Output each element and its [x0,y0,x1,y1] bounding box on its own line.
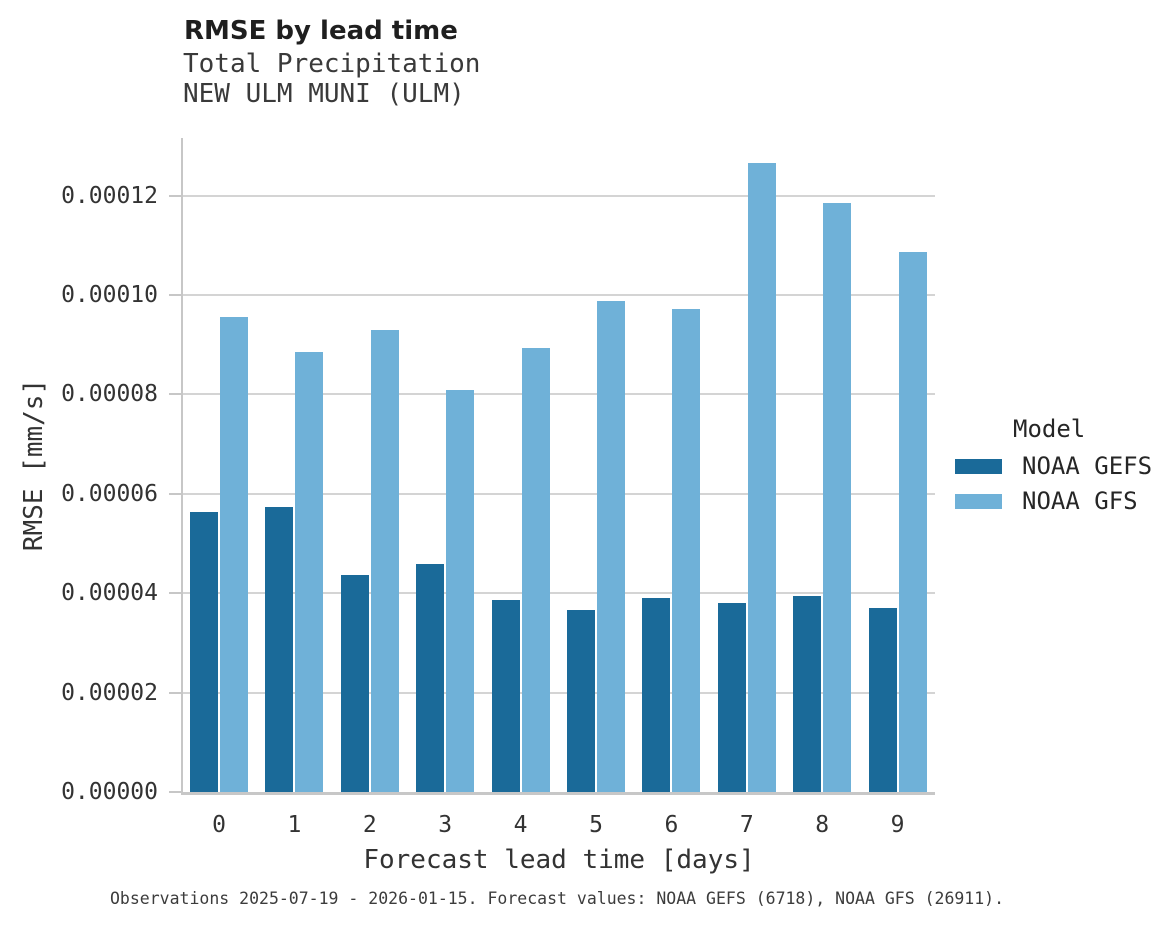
plot-area [169,138,935,795]
legend-label-noaa-gfs: NOAA GFS [1022,487,1138,515]
legend-item-noaa-gefs: NOAA GEFS [955,452,1175,480]
bar-noaa-gfs-lead-0 [220,317,248,792]
y-gridline-0.00006 [183,492,935,495]
y-tick-label-0.00004: 0.00004 [61,580,158,607]
x-tick-label-2: 2 [362,812,377,838]
bar-noaa-gfs-lead-2 [370,329,399,792]
x-tick-label-7: 7 [739,812,754,838]
y-axis-spine [181,138,183,795]
chart-subtitle-block: Total Precipitation NEW ULM MUNI (ULM) [183,49,480,109]
legend-swatch-noaa-gfs [955,493,1002,509]
legend-swatch-noaa-gefs [955,458,1002,474]
y-tick-label-0.00010: 0.00010 [61,282,158,309]
x-tick-label-3: 3 [438,812,453,838]
y-gridline-0.00004 [183,592,935,595]
x-tick-label-9: 9 [890,812,905,838]
y-gridline-0.00012 [183,194,935,197]
bar-noaa-gfs-lead-7 [747,162,776,792]
y-tick-mark-0.00000 [169,791,181,793]
y-tick-mark-0.00002 [169,691,181,694]
x-tick-label-5: 5 [589,812,603,838]
bar-noaa-gefs-lead-9 [868,607,897,792]
y-gridline-0.00008 [183,393,935,396]
chart-subtitle-station: NEW ULM MUNI (ULM) [183,79,465,109]
bar-noaa-gfs-lead-5 [597,300,625,792]
y-tick-label-0.00000: 0.00000 [61,779,158,805]
bar-noaa-gfs-lead-6 [672,309,701,792]
legend-item-noaa-gfs: NOAA GFS [955,487,1175,515]
y-tick-mark-0.00012 [169,194,181,197]
x-tick-label-0: 0 [212,812,226,838]
y-tick-label-0.00008: 0.00008 [61,381,158,408]
chart-title: RMSE by lead time [184,16,458,46]
x-tick-label-8: 8 [815,812,830,838]
bar-noaa-gfs-lead-8 [823,202,852,792]
y-gridline-0.00010 [183,294,935,297]
bar-noaa-gefs-lead-5 [567,610,595,792]
y-tick-label-0.00012: 0.00012 [61,182,158,209]
bar-noaa-gfs-lead-1 [295,351,324,792]
bar-noaa-gfs-lead-3 [446,389,475,792]
y-tick-mark-0.00010 [169,294,181,297]
legend-title: Model [1013,415,1086,443]
y-tick-mark-0.00008 [169,393,181,396]
bar-noaa-gfs-lead-4 [521,348,550,792]
x-tick-label-4: 4 [513,812,528,838]
x-tick-label-1: 1 [287,812,302,838]
chart-subtitle-variable: Total Precipitation [183,49,481,79]
bar-noaa-gefs-lead-3 [416,563,445,792]
bar-noaa-gefs-lead-4 [491,600,520,792]
y-tick-mark-0.00004 [169,592,181,595]
x-axis-label: Forecast lead time [days] [363,845,755,875]
x-tick-label-6: 6 [664,812,679,838]
y-tick-label-0.00002: 0.00002 [61,679,158,706]
x-axis-spine [181,792,935,795]
legend: Model NOAA GEFS NOAA GFS [955,414,1175,515]
chart-caption: Observations 2025-07-19 - 2026-01-15. Fo… [110,889,1005,908]
legend-label-noaa-gefs: NOAA GEFS [1022,452,1153,480]
bar-noaa-gefs-lead-2 [340,574,369,792]
y-tick-mark-0.00006 [169,492,181,495]
bar-noaa-gefs-lead-8 [793,595,822,792]
bar-noaa-gefs-lead-6 [642,598,671,792]
bar-noaa-gefs-lead-0 [190,511,218,792]
y-gridline-0.00002 [183,691,935,694]
bar-noaa-gfs-lead-9 [898,251,927,792]
y-tick-label-0.00006: 0.00006 [61,480,158,507]
bar-noaa-gefs-lead-7 [717,603,746,792]
bar-noaa-gefs-lead-1 [265,506,294,792]
